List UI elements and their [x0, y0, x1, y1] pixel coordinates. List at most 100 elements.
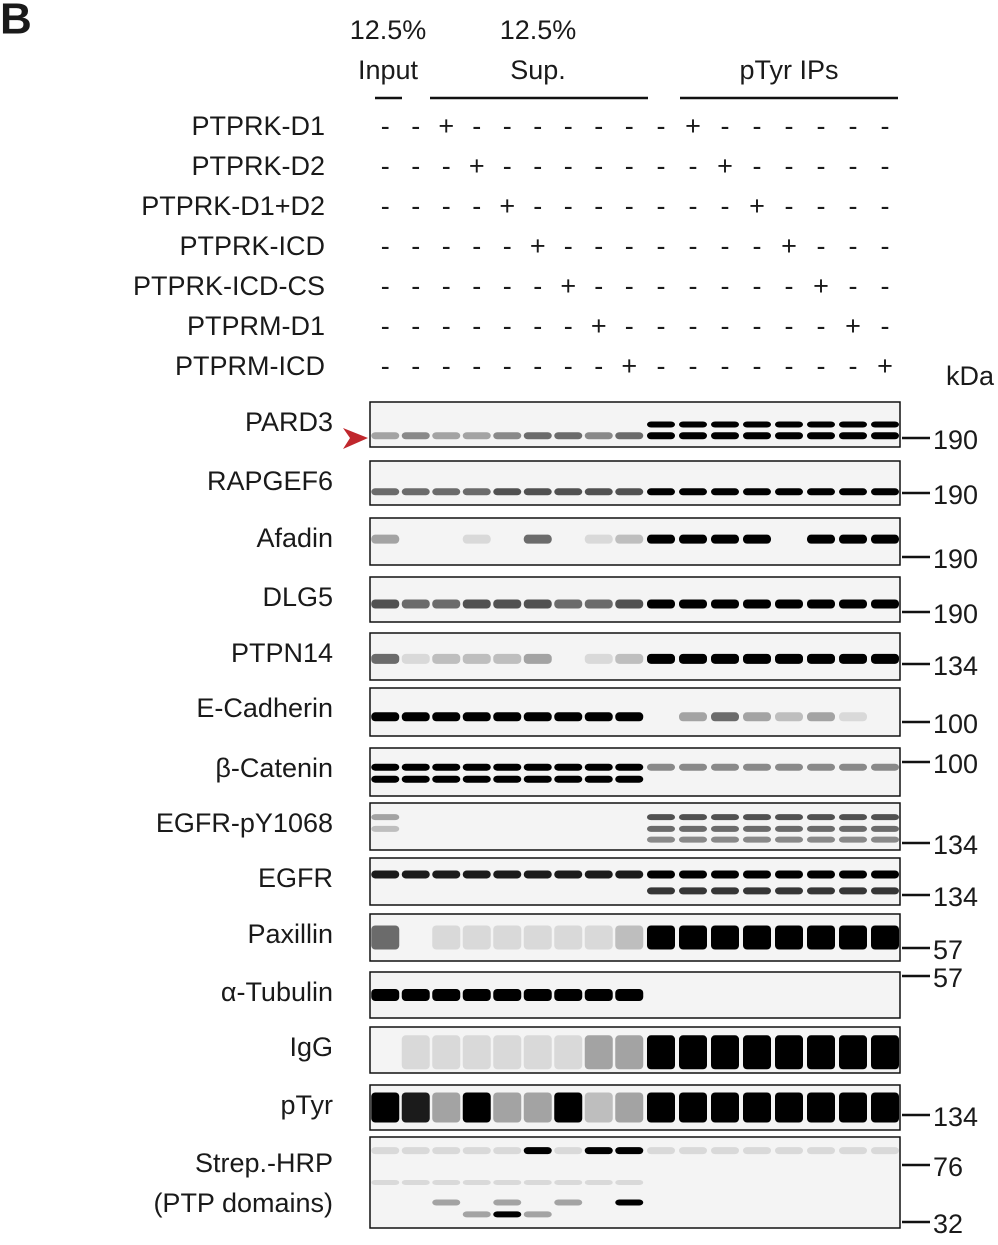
column-header: Input	[358, 55, 419, 85]
band	[679, 870, 707, 879]
sign: -	[411, 191, 420, 221]
band	[371, 814, 400, 821]
band	[462, 1211, 491, 1218]
band	[493, 1211, 522, 1218]
band	[493, 653, 522, 664]
band	[679, 599, 707, 609]
band	[647, 432, 675, 440]
band	[679, 836, 707, 843]
band	[493, 1180, 522, 1185]
blot-label: pTyr	[280, 1090, 333, 1120]
band	[711, 870, 739, 879]
band	[807, 421, 835, 428]
sign: -	[564, 151, 573, 181]
marker-label: 190	[933, 599, 978, 629]
band	[807, 599, 835, 609]
band	[371, 712, 400, 722]
marker-label: 190	[933, 480, 978, 510]
sign: -	[503, 231, 512, 261]
band	[584, 1035, 613, 1070]
band	[871, 653, 899, 664]
band	[493, 1199, 522, 1206]
band	[523, 1211, 552, 1218]
band	[807, 488, 835, 496]
sign: -	[689, 271, 698, 301]
band	[523, 712, 552, 722]
band	[711, 599, 739, 609]
band	[679, 653, 707, 664]
band	[523, 1092, 552, 1123]
sign: -	[721, 271, 730, 301]
band	[743, 653, 771, 664]
sign: -	[533, 351, 542, 381]
band	[743, 599, 771, 609]
sign: -	[533, 191, 542, 221]
band	[839, 1147, 867, 1155]
band	[371, 870, 400, 879]
band	[462, 599, 491, 609]
sign: -	[753, 231, 762, 261]
band	[647, 836, 675, 843]
band	[807, 1035, 835, 1070]
marker-label: 134	[933, 882, 978, 912]
blot-label: α-Tubulin	[221, 977, 333, 1007]
sign: -	[533, 111, 542, 141]
sign: +	[685, 111, 701, 141]
band	[432, 763, 461, 771]
sign: -	[503, 311, 512, 341]
condition-label: PTPRK-ICD-CS	[133, 271, 325, 301]
sign: -	[849, 111, 858, 141]
sign: -	[381, 351, 390, 381]
band	[807, 870, 835, 879]
blot-box	[369, 687, 901, 737]
band	[711, 1035, 739, 1070]
band	[711, 887, 739, 895]
band	[839, 925, 867, 950]
sign: -	[411, 271, 420, 301]
sign: +	[813, 271, 829, 301]
condition-label: PTPRM-ICD	[175, 351, 325, 381]
band	[615, 989, 644, 1001]
band	[775, 1092, 803, 1123]
sign: -	[472, 271, 481, 301]
column-header: 12.5%	[500, 15, 577, 45]
band	[401, 775, 430, 783]
band	[871, 1035, 899, 1070]
band	[743, 814, 771, 821]
sign: -	[411, 231, 420, 261]
band	[584, 925, 613, 950]
band	[493, 1147, 522, 1155]
sign: -	[657, 311, 666, 341]
band	[554, 1199, 583, 1206]
sign: -	[472, 231, 481, 261]
sign: -	[594, 111, 603, 141]
sign: -	[689, 191, 698, 221]
sign: -	[785, 111, 794, 141]
sign: -	[657, 231, 666, 261]
band	[743, 421, 771, 428]
band	[432, 775, 461, 783]
band	[462, 534, 491, 544]
band	[371, 775, 400, 783]
band	[615, 775, 644, 783]
sign: -	[689, 311, 698, 341]
band	[615, 653, 644, 664]
band	[523, 989, 552, 1001]
band	[775, 763, 803, 771]
sign: -	[753, 311, 762, 341]
band	[554, 763, 583, 771]
band	[711, 763, 739, 771]
band	[371, 432, 400, 440]
sign: -	[472, 351, 481, 381]
band	[839, 763, 867, 771]
condition-label: PTPRM-D1	[187, 311, 325, 341]
band	[371, 825, 400, 832]
column-header: pTyr IPs	[739, 55, 838, 85]
sign: -	[533, 271, 542, 301]
band	[401, 1180, 430, 1185]
band	[462, 712, 491, 722]
sign: -	[381, 151, 390, 181]
sign: -	[442, 231, 451, 261]
band	[584, 1092, 613, 1123]
blot-box	[369, 857, 901, 906]
